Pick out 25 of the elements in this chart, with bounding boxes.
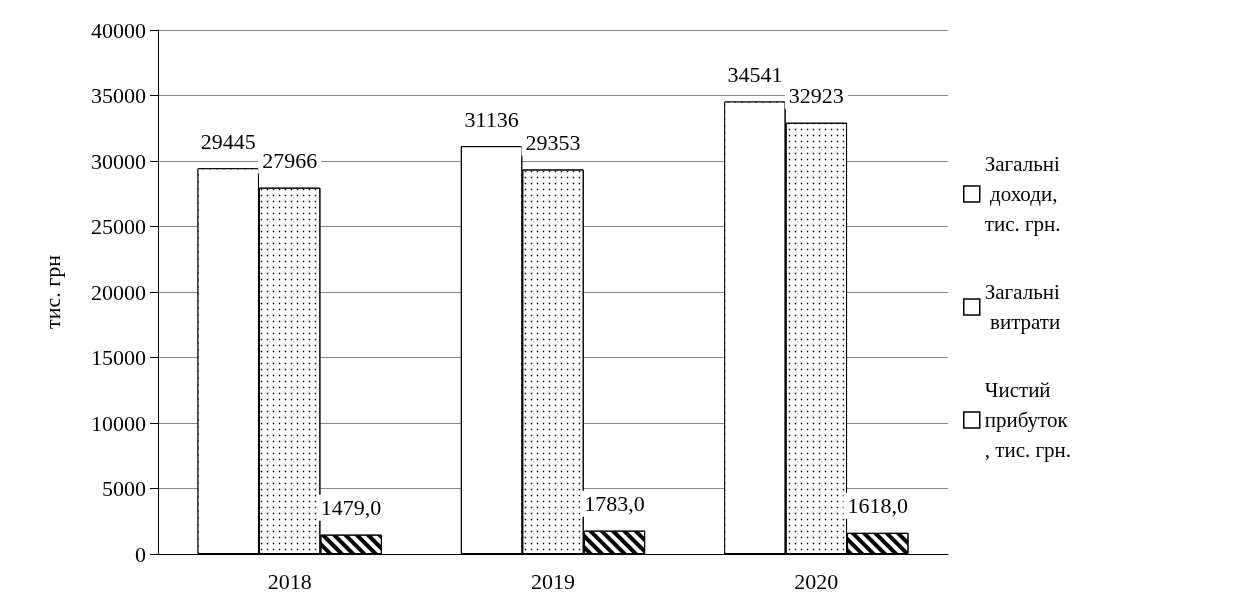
data-label: 1479,0 <box>320 495 382 521</box>
y-tick-label: 20000 <box>91 279 146 305</box>
y-tick-label: 25000 <box>91 214 146 239</box>
y-tick-label: 35000 <box>91 83 146 108</box>
y-tick-label: 30000 <box>91 148 146 174</box>
y-tick-label: 40000 <box>91 17 146 43</box>
y-tick-label: 5000 <box>102 476 146 501</box>
data-label: 29353 <box>525 129 581 155</box>
data-label: 34541 <box>727 62 783 88</box>
legend-label: Загальні витрати <box>984 280 1061 334</box>
data-label: 29445 <box>200 128 256 154</box>
x-tick-label: 2018 <box>267 568 312 594</box>
legend-label: Чистий прибуток, тис. грн. <box>984 378 1072 462</box>
y-tick-label: 0 <box>135 541 146 567</box>
x-tick-label: 2019 <box>531 568 575 594</box>
data-label: 32923 <box>788 83 844 109</box>
data-label: 31136 <box>464 106 519 132</box>
data-label: 27966 <box>262 148 318 174</box>
y-axis-title: тис. грн <box>39 254 65 329</box>
data-label: 1783,0 <box>584 491 645 517</box>
data-label: 1618,0 <box>847 493 909 519</box>
x-tick-label: 2020 <box>794 568 839 594</box>
legend-label: Загальні доходи, тис. грн. <box>984 152 1063 236</box>
y-tick-label: 15000 <box>91 345 146 370</box>
y-tick-label: 10000 <box>91 410 146 436</box>
